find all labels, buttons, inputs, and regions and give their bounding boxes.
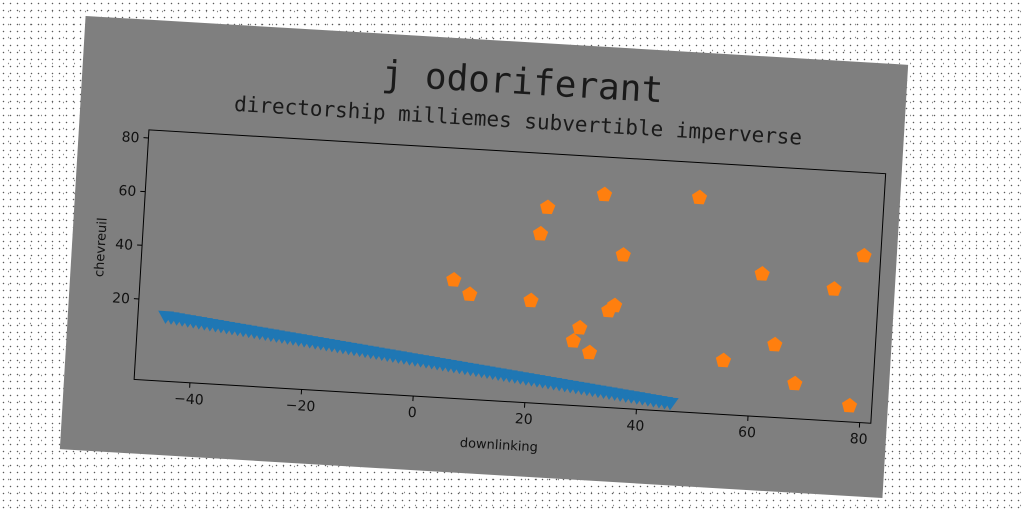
figure-background <box>59 15 909 499</box>
x-axis-label: downlinking <box>459 436 538 456</box>
y-axis: 20 40 60 80 <box>112 129 149 307</box>
data-point-pentagon <box>462 286 478 302</box>
data-point-pentagon <box>540 199 556 215</box>
data-point-pentagon <box>856 247 872 263</box>
y-tick-label: 60 <box>118 183 137 200</box>
data-point-pentagon <box>446 271 462 287</box>
data-point-pentagon <box>826 281 842 296</box>
x-tick-label: 40 <box>626 418 645 435</box>
x-tick-label: 80 <box>849 431 868 448</box>
data-point-pentagon <box>572 319 588 335</box>
x-tick-label: −20 <box>285 398 315 416</box>
data-point-pentagon <box>691 189 708 205</box>
data-point-pentagon <box>767 336 783 352</box>
data-point-pentagon <box>565 332 582 348</box>
data-point-pentagon <box>615 247 631 262</box>
y-tick-label: 20 <box>112 290 131 307</box>
data-point-pentagon <box>607 297 623 313</box>
data-point-pentagon <box>787 375 803 391</box>
x-axis: −40 −20 0 20 40 60 80 <box>174 382 868 448</box>
y-axis-label: chevreuil <box>92 217 111 277</box>
data-point-triangle <box>662 397 679 411</box>
data-point-pentagon <box>715 352 732 368</box>
data-point-pentagon <box>596 186 613 202</box>
plot-area <box>133 129 887 424</box>
x-tick-label: 60 <box>738 424 757 441</box>
data-point-pentagon <box>841 397 858 413</box>
y-tick-label: 40 <box>115 237 134 254</box>
y-tick-label: 80 <box>121 129 140 146</box>
data-point-pentagon <box>523 292 539 308</box>
data-point-pentagon <box>754 266 770 281</box>
scatter-marks <box>158 186 872 413</box>
data-point-pentagon <box>532 225 549 241</box>
data-point-pentagon <box>581 344 598 360</box>
x-tick-label: −40 <box>174 391 204 409</box>
x-tick-label: 0 <box>407 405 417 422</box>
x-tick-label: 20 <box>514 411 533 428</box>
